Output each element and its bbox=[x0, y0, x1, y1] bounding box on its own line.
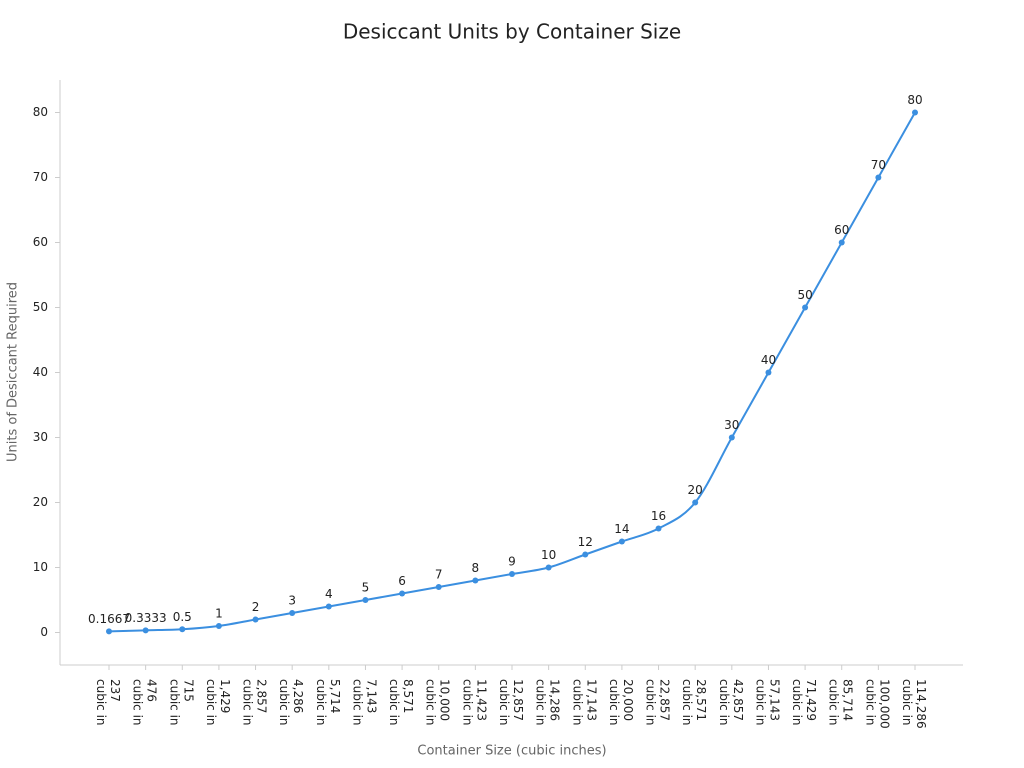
y-tick-label: 10 bbox=[33, 560, 48, 574]
x-tick-label: 4,286 cubic in bbox=[278, 679, 306, 726]
y-tick-label: 70 bbox=[33, 170, 48, 184]
data-label: 9 bbox=[508, 555, 516, 569]
data-label: 8 bbox=[472, 561, 480, 575]
data-label: 70 bbox=[871, 158, 886, 172]
data-point bbox=[215, 623, 222, 629]
x-tick-label: 7,143 cubic in bbox=[351, 679, 379, 726]
x-tick-label: 10,000 cubic in bbox=[424, 679, 452, 726]
x-tick-label: 715 cubic in bbox=[168, 679, 196, 726]
y-tick-label: 50 bbox=[33, 300, 48, 314]
chart-title: Desiccant Units by Container Size bbox=[343, 20, 681, 44]
x-tick-label: 71,429 cubic in bbox=[791, 679, 819, 726]
x-tick-label: 17,143 cubic in bbox=[571, 679, 599, 726]
data-label: 20 bbox=[688, 483, 703, 497]
x-tick-label: 8,571 cubic in bbox=[388, 679, 416, 726]
data-label: 80 bbox=[907, 93, 922, 107]
data-point bbox=[142, 627, 149, 634]
data-label: 14 bbox=[614, 522, 629, 536]
y-tick-label: 80 bbox=[33, 105, 48, 119]
x-tick-label: 114,286 cubic in bbox=[901, 679, 929, 732]
data-point bbox=[252, 616, 259, 623]
data-label: 40 bbox=[761, 353, 776, 367]
data-point bbox=[325, 603, 332, 610]
data-label: 10 bbox=[541, 548, 556, 562]
data-label: 4 bbox=[325, 587, 333, 601]
data-label: 0.3333 bbox=[125, 611, 167, 625]
data-point bbox=[472, 577, 479, 584]
x-tick-label: 20,000 cubic in bbox=[607, 679, 635, 726]
data-point bbox=[509, 571, 515, 577]
x-tick-label: 2,857 cubic in bbox=[241, 679, 269, 726]
data-point bbox=[875, 174, 882, 181]
data-point bbox=[765, 369, 772, 376]
data-label: 16 bbox=[651, 509, 666, 523]
data-point bbox=[179, 626, 186, 633]
y-tick-label: 0 bbox=[40, 625, 48, 639]
data-label: 30 bbox=[724, 418, 739, 432]
data-line bbox=[108, 112, 916, 633]
data-point bbox=[399, 590, 406, 597]
data-label: 7 bbox=[435, 568, 443, 582]
y-axis-title: Units of Desiccant Required bbox=[6, 282, 21, 462]
x-tick-label: 11,423 cubic in bbox=[461, 679, 489, 726]
x-tick-label: 42,857 cubic in bbox=[717, 679, 745, 726]
x-tick-label: 28,571 cubic in bbox=[681, 679, 709, 726]
x-tick-label: 5,714 cubic in bbox=[314, 679, 342, 726]
data-label: 0.1667 bbox=[88, 612, 130, 626]
data-point bbox=[106, 628, 112, 635]
x-tick-label: 14,286 cubic in bbox=[534, 679, 562, 726]
data-label: 6 bbox=[398, 574, 406, 588]
y-tick-label: 40 bbox=[33, 365, 48, 379]
x-axis-title: Container Size (cubic inches) bbox=[417, 744, 606, 759]
data-point bbox=[582, 551, 589, 558]
data-label: 3 bbox=[288, 594, 296, 608]
data-point bbox=[728, 434, 735, 441]
data-point bbox=[545, 564, 552, 571]
data-point bbox=[435, 584, 442, 590]
x-tick-label: 85,714 cubic in bbox=[827, 679, 855, 726]
data-label: 0.5 bbox=[173, 610, 192, 624]
x-tick-label: 100,000 cubic in bbox=[864, 679, 892, 732]
x-tick-label: 12,857 cubic in bbox=[498, 679, 526, 726]
y-tick-label: 60 bbox=[33, 235, 48, 249]
data-label: 12 bbox=[578, 535, 593, 549]
y-tick-label: 20 bbox=[33, 495, 48, 509]
data-label: 5 bbox=[362, 581, 370, 595]
data-label: 50 bbox=[797, 288, 812, 302]
data-label: 60 bbox=[834, 223, 849, 237]
data-point bbox=[618, 538, 625, 545]
data-label: 1 bbox=[215, 607, 223, 621]
data-point bbox=[692, 499, 699, 506]
data-point bbox=[802, 304, 809, 311]
data-point bbox=[838, 239, 845, 246]
x-tick-label: 22,857 cubic in bbox=[644, 679, 672, 726]
x-tick-label: 237 cubic in bbox=[95, 679, 123, 726]
data-point bbox=[289, 610, 296, 616]
data-point bbox=[912, 109, 918, 116]
y-tick-label: 30 bbox=[33, 430, 48, 444]
x-tick-label: 57,143 cubic in bbox=[754, 679, 782, 726]
data-point bbox=[362, 597, 369, 603]
data-point bbox=[655, 525, 662, 532]
x-tick-label: 476 cubic in bbox=[131, 679, 159, 726]
data-label: 2 bbox=[252, 600, 260, 614]
x-tick-label: 1,429 cubic in bbox=[204, 679, 232, 726]
